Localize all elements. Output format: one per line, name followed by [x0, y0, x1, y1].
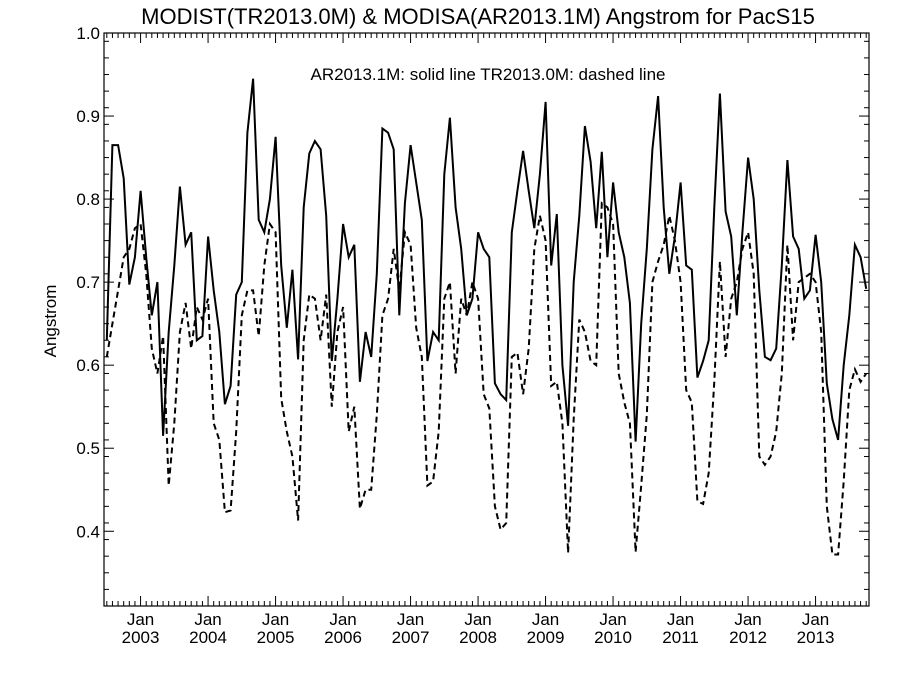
y-tick-label: 1.0	[76, 24, 100, 43]
x-tick-year-label: 2006	[324, 628, 362, 647]
chart-title: MODIST(TR2013.0M) & MODISA(AR2013.1M) An…	[141, 4, 815, 29]
x-tick-month-label: Jan	[397, 610, 424, 629]
x-tick-month-label: Jan	[734, 610, 761, 629]
y-tick-label: 0.9	[76, 107, 100, 126]
line-style-legend: AR2013.1M: solid line TR2013.0M: dashed …	[310, 65, 665, 84]
x-tick-month-label: Jan	[667, 610, 694, 629]
x-tick-year-label: 2008	[459, 628, 497, 647]
series-line-tr2013-0m	[105, 201, 868, 556]
y-tick-label: 0.4	[76, 522, 100, 541]
x-tick-month-label: Jan	[329, 610, 356, 629]
series-group	[105, 78, 868, 556]
y-axis-label: Angstrom	[41, 285, 60, 358]
x-tick-year-label: 2009	[527, 628, 565, 647]
x-tick-year-label: 2011	[662, 628, 699, 647]
x-tick-year-label: 2010	[594, 628, 632, 647]
series-line-ar2013-1m	[105, 78, 868, 442]
x-tick-month-label: Jan	[464, 610, 491, 629]
x-tick-month-label: Jan	[262, 610, 289, 629]
x-tick-month-label: Jan	[802, 610, 829, 629]
y-tick-label: 0.5	[76, 439, 100, 458]
y-tick-label: 0.6	[76, 356, 100, 375]
axes-group: 0.40.50.60.70.80.91.0Jan2003Jan2004Jan20…	[76, 24, 869, 647]
x-tick-month-label: Jan	[194, 610, 221, 629]
x-tick-year-label: 2013	[797, 628, 835, 647]
y-tick-label: 0.7	[76, 273, 100, 292]
plot-area	[103, 32, 870, 607]
x-tick-year-label: 2003	[122, 628, 160, 647]
x-tick-month-label: Jan	[599, 610, 626, 629]
plot-frame	[103, 32, 870, 607]
x-tick-year-label: 2005	[257, 628, 295, 647]
x-tick-year-label: 2007	[392, 628, 430, 647]
y-tick-label: 0.8	[76, 190, 100, 209]
x-tick-year-label: 2012	[729, 628, 767, 647]
x-tick-month-label: Jan	[127, 610, 154, 629]
x-tick-month-label: Jan	[532, 610, 559, 629]
x-tick-year-label: 2004	[189, 628, 227, 647]
